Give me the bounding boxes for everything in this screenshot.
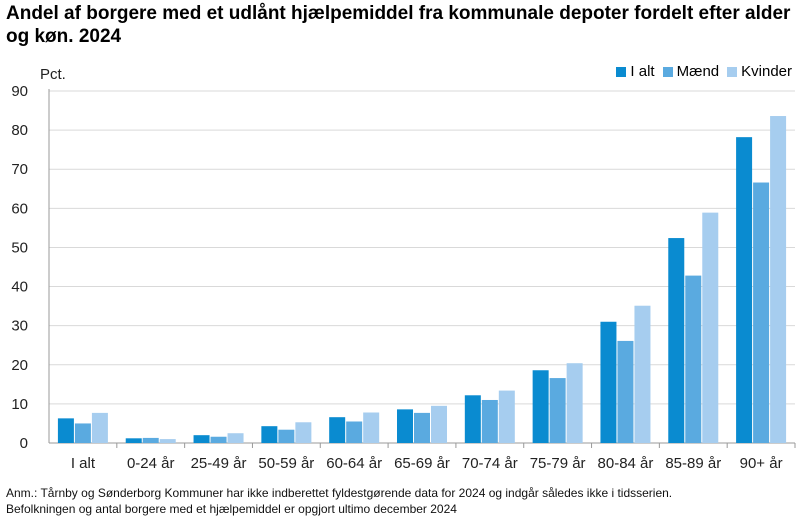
legend-label-kvinder: Kvinder [741, 63, 792, 80]
legend-label-maend: Mænd [676, 63, 720, 80]
bar-maend [74, 423, 91, 443]
bar-i-alt [125, 438, 142, 443]
bar-kvinder [363, 412, 380, 443]
y-tick-label: 60 [11, 200, 28, 217]
legend-item-kvinder: Kvinder [727, 63, 792, 80]
bar-kvinder [566, 363, 583, 443]
y-tick-label: 0 [20, 435, 28, 452]
bar-i-alt [668, 238, 685, 443]
bar-i-alt [532, 370, 549, 443]
x-tick-label: 80-84 år [598, 455, 654, 472]
y-tick-label: 50 [11, 239, 28, 256]
bar-kvinder [159, 439, 176, 443]
bar-maend [142, 437, 159, 443]
bar-kvinder [431, 405, 447, 443]
y-tick-label: 20 [11, 357, 28, 374]
bar-i-alt [193, 435, 210, 443]
legend-swatch-kvinder [727, 66, 738, 77]
bar-maend [753, 182, 770, 443]
bar-kvinder [770, 116, 787, 443]
bar-maend [278, 429, 295, 443]
bar-maend [617, 340, 634, 443]
x-tick-label: 75-79 år [530, 455, 586, 472]
bar-i-alt [464, 395, 481, 443]
x-tick-label: 90+ år [740, 455, 783, 472]
chart-title: Andel af borgere med et udlånt hjælpemid… [6, 3, 791, 47]
bar-i-alt [261, 426, 278, 443]
bar-kvinder [91, 412, 108, 443]
y-tick-label: 30 [11, 318, 28, 335]
bar-kvinder [634, 305, 651, 443]
x-tick-label: 60-64 år [326, 455, 382, 472]
bar-i-alt [600, 321, 617, 443]
bar-i-alt [57, 418, 74, 443]
y-tick-label: 90 [11, 83, 28, 100]
legend-swatch-maend [662, 66, 673, 77]
bar-maend [481, 399, 498, 443]
bar-maend [685, 275, 702, 443]
bar-maend [549, 378, 566, 443]
bar-maend [414, 412, 430, 443]
bar-maend [210, 436, 227, 443]
x-tick-label: 25-49 år [191, 455, 247, 472]
x-tick-label: 70-74 år [462, 455, 518, 472]
bar-kvinder [295, 422, 312, 443]
x-tick-label: 85-89 år [665, 455, 721, 472]
y-tick-label: 40 [11, 279, 28, 296]
bar-i-alt [329, 417, 346, 443]
note-line-1: Anm.: Tårnby og Sønderborg Kommuner har … [6, 486, 673, 500]
x-tick-label: I alt [71, 455, 96, 472]
note-line-2: Befolkningen og antal borgere med et hjæ… [6, 502, 457, 516]
legend-item-maend: Mænd [662, 63, 720, 80]
bar-maend [346, 421, 363, 443]
y-tick-label: 70 [11, 161, 28, 178]
bar-i-alt [736, 137, 753, 443]
bar-kvinder [498, 390, 515, 443]
legend-item-i-alt: I alt [616, 63, 655, 80]
chart-legend: I alt Mænd Kvinder [616, 63, 792, 80]
y-tick-label: 10 [11, 396, 28, 413]
y-tick-label: 80 [11, 122, 28, 139]
legend-label-i-alt: I alt [630, 63, 655, 80]
x-tick-label: 0-24 år [127, 455, 175, 472]
y-axis-unit-label: Pct. [40, 66, 66, 83]
x-tick-label: 50-59 år [258, 455, 314, 472]
x-tick-label: 65-69 år [394, 455, 450, 472]
legend-swatch-i-alt [616, 66, 627, 77]
bar-kvinder [227, 433, 244, 443]
bar-i-alt [397, 409, 413, 443]
bar-kvinder [702, 212, 719, 443]
chart-notes: Anm.: Tårnby og Sønderborg Kommuner har … [6, 485, 672, 517]
